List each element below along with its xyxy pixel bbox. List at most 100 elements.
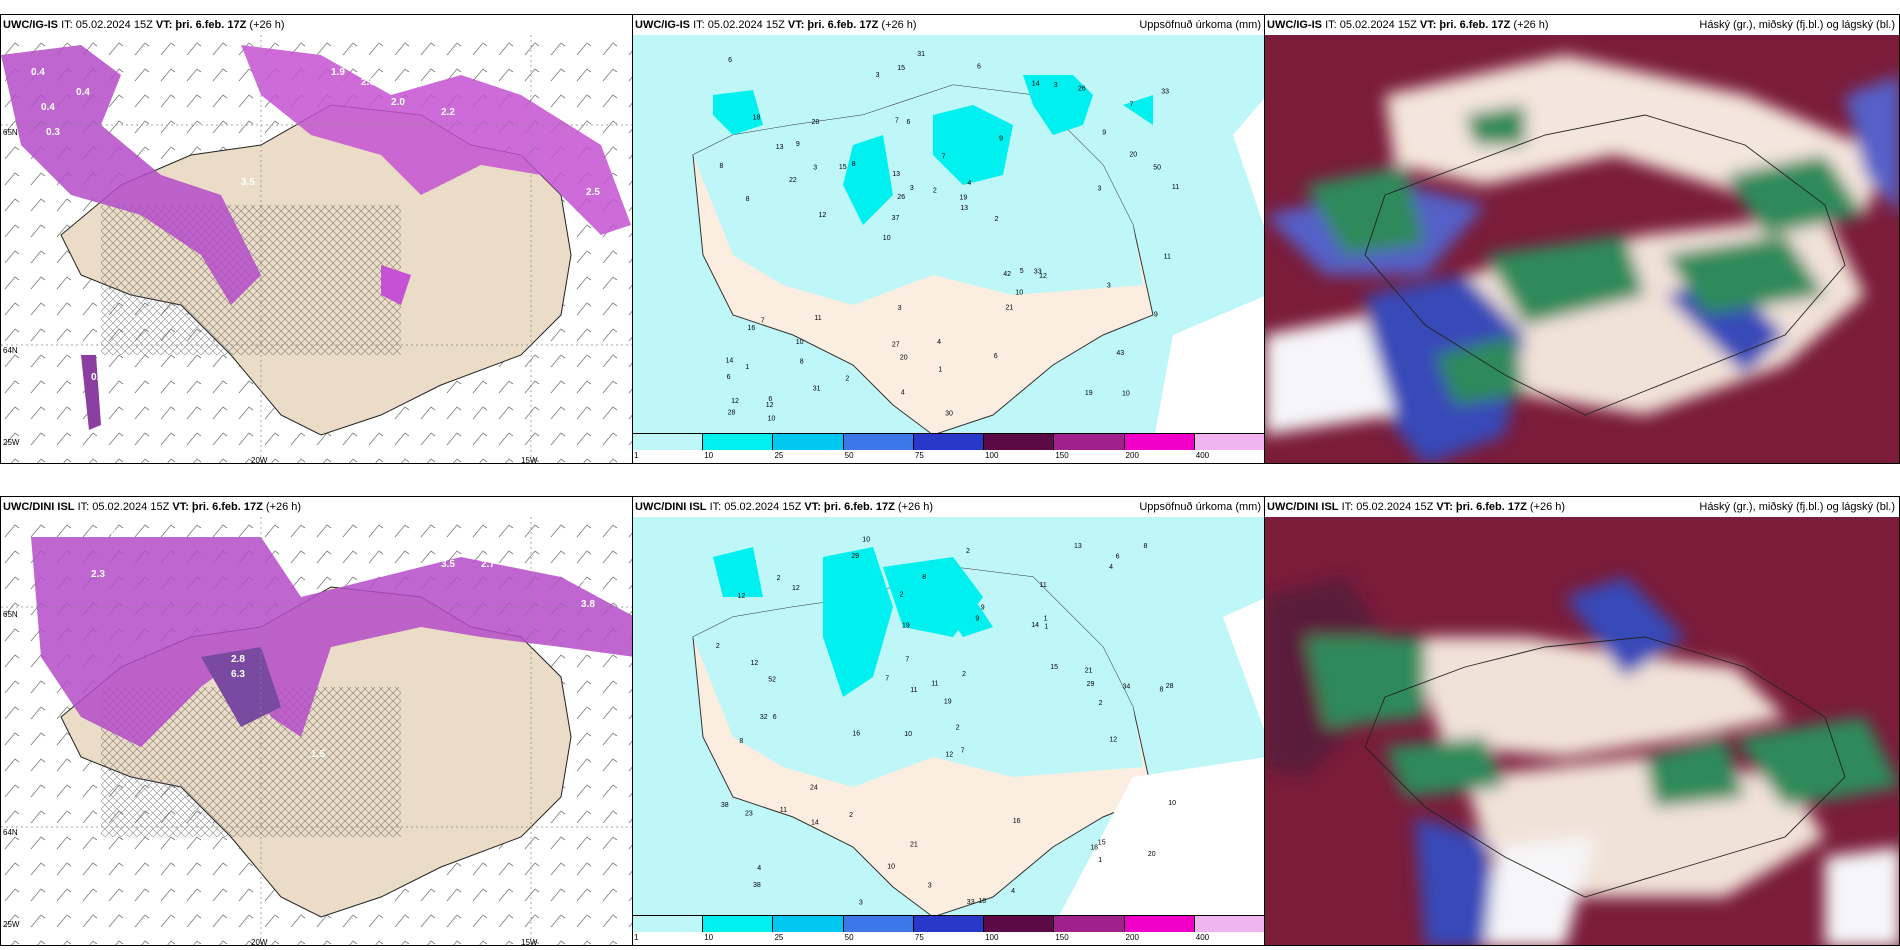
- model-name: UWC/IG-IS: [1267, 19, 1322, 31]
- wind-value: 2.7: [481, 559, 495, 570]
- precip-value: 6: [977, 64, 981, 71]
- model-name: UWC/IG-IS: [635, 19, 690, 31]
- colorbar-tick: 25: [774, 451, 784, 460]
- precip-panel-row1: UWC/IG-IS IT: 05.02.2024 15Z VT: þri. 6.…: [632, 14, 1266, 464]
- precip-value: 7: [885, 676, 889, 683]
- precip-value: 16: [852, 731, 860, 738]
- precip-value: 8: [739, 738, 743, 745]
- precip-value: 8: [922, 574, 926, 581]
- colorbar-tick: 25: [774, 933, 784, 942]
- valid-time-label: VT:: [1436, 501, 1453, 513]
- precip-value: 8: [1160, 686, 1164, 693]
- cloud-map: [1265, 517, 1899, 945]
- precip-value: 6: [1116, 554, 1120, 561]
- colorbar-tick: 150: [1055, 933, 1069, 942]
- precip-value: 3: [910, 185, 914, 192]
- lon-label: 15W: [521, 456, 538, 464]
- colorbar-tick: 400: [1195, 451, 1210, 460]
- precip-value: 9: [796, 141, 800, 148]
- cloud-map: [1265, 35, 1899, 463]
- colorbar-swatch: [1124, 916, 1195, 932]
- precip-value: 32: [760, 714, 768, 721]
- precip-value: 14: [1032, 80, 1040, 87]
- precip-value: 3: [1098, 185, 1102, 192]
- precip-value: 3: [1107, 282, 1111, 289]
- colorbar: [633, 433, 1265, 450]
- init-time: IT: 05.02.2024 15Z: [77, 501, 170, 513]
- precip-value: 24: [810, 785, 818, 792]
- precip-value: 7: [1130, 102, 1134, 109]
- model-name: UWC/DINI ISL: [3, 501, 75, 513]
- colorbar-tick: 100: [985, 451, 999, 460]
- precip-value: 3: [859, 900, 863, 907]
- precip-value: 38: [721, 802, 729, 809]
- precip-value: 19: [1085, 390, 1093, 397]
- precip-value: 11: [1040, 582, 1047, 589]
- colorbar-swatch: [913, 434, 985, 450]
- precip-value: 33: [1161, 89, 1169, 96]
- colorbar-tick: 75: [914, 451, 924, 460]
- colorbar-swatch: [984, 916, 1055, 932]
- precip-value: 27: [892, 342, 900, 349]
- wind-value: 0.6: [91, 372, 105, 383]
- precip-value: 6: [907, 119, 911, 126]
- colorbar-tick: 10: [704, 933, 714, 942]
- precip-value: 2: [962, 671, 966, 678]
- lead-time: (+26 h): [1529, 501, 1566, 513]
- precip-value: 28: [728, 409, 736, 416]
- precip-value: 34: [1123, 683, 1131, 690]
- precip-value: 7: [961, 748, 965, 755]
- wind-map: 0.4 0.4 0.3 0.4 1.6 1.9 2.6 2.0 2.2 3.5 …: [1, 35, 633, 464]
- colorbar: [633, 915, 1265, 932]
- lon-label: 20W: [251, 456, 268, 464]
- wind-value: 2.5: [586, 187, 600, 198]
- lead-time: (+26 h): [1513, 19, 1549, 31]
- precip-value: 7: [895, 118, 899, 125]
- precip-value: 11: [931, 681, 938, 688]
- wind-value: 2.2: [441, 107, 455, 118]
- lead-time: (+26 h): [897, 501, 934, 513]
- precip-value: 14: [1031, 622, 1039, 629]
- precip-value: 37: [892, 215, 900, 222]
- precip-value: 11: [814, 315, 821, 322]
- valid-time: þri. 6.feb. 17Z: [1455, 501, 1527, 513]
- precip-value: 15: [1050, 664, 1058, 671]
- precip-value: 2: [933, 188, 937, 195]
- precip-value: 30: [945, 410, 953, 417]
- precip-value: 8: [1144, 543, 1148, 550]
- cloud-title: Háský (gr.), miðský (fj.bl.) og lágský (…: [1699, 501, 1895, 513]
- precip-value: 7: [905, 657, 909, 664]
- precip-value: 12: [819, 212, 827, 219]
- precip-value: 10: [1015, 290, 1023, 297]
- precip-value: 8: [746, 196, 750, 203]
- precip-value: 12: [731, 398, 739, 405]
- precip-value: 5: [1020, 268, 1024, 275]
- precip-value: 11: [1172, 184, 1179, 191]
- precip-value: 20: [1129, 152, 1137, 159]
- precip-value: 33: [1034, 268, 1042, 275]
- init-time: IT: 05.02.2024 15Z: [1325, 19, 1417, 31]
- wind-value: 6.3: [231, 669, 245, 680]
- precip-value: 12: [792, 585, 800, 592]
- wind-value: 3.5: [441, 559, 455, 570]
- precip-value: 15: [1098, 840, 1106, 847]
- precip-value: 4: [901, 389, 905, 396]
- precip-value: 18: [1090, 845, 1098, 852]
- precip-value: 1: [1098, 857, 1102, 864]
- precip-value: 8: [720, 163, 724, 170]
- precip-value: 20: [1148, 851, 1156, 858]
- wind-value: 2.3: [91, 569, 105, 580]
- valid-time: þri. 6.feb. 17Z: [823, 501, 895, 513]
- precip-value: 38: [753, 882, 761, 889]
- precip-value: 19: [944, 699, 952, 706]
- colorbar-swatch: [913, 916, 985, 932]
- precip-value: 1: [1044, 615, 1048, 622]
- colorbar-ticks: 1 10 25 50 75 100 150 200 400: [633, 451, 1265, 461]
- precip-value: 3: [876, 72, 880, 79]
- colorbar-swatch: [703, 916, 774, 932]
- precip-value: 1: [938, 367, 942, 374]
- colorbar-swatch: [1054, 916, 1125, 932]
- precip-value: 10: [796, 339, 804, 346]
- precip-value: 28: [1166, 683, 1174, 690]
- precip-value: 2: [900, 592, 904, 599]
